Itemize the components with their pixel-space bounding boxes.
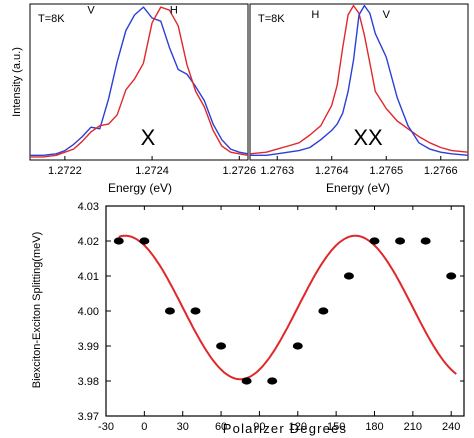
splitting-data-point: [241, 377, 252, 385]
splitting-x-tick-label: 30: [177, 421, 189, 433]
biexciton-x-ticks: 1.2763 1.2764 1.2765 1.2766: [260, 156, 458, 177]
splitting-x-tick-label: 150: [327, 421, 345, 433]
splitting-data-point: [343, 272, 354, 280]
exciton-series-v-line: [30, 6, 249, 157]
splitting-x-tick-label: 240: [442, 421, 460, 433]
splitting-x-tick-label: 120: [289, 421, 307, 433]
splitting-x-axis-title: Polarizer Degrees: [223, 421, 347, 436]
splitting-data-point: [446, 272, 457, 280]
exciton-spectrum-panel: T=8K X Energy (eV) Intensity (a.u.) 1.27…: [11, 3, 256, 195]
splitting-y-tick-label: 4.00: [78, 306, 99, 318]
biexciton-x-tick-label: 1.2766: [424, 165, 458, 177]
splitting-data-point: [318, 307, 329, 315]
splitting-data-point: [369, 237, 380, 245]
biexciton-panel-frame: [249, 3, 469, 161]
splitting-y-tick-label: 4.01: [78, 271, 99, 283]
exciton-center-label: X: [141, 125, 156, 150]
splitting-data-point: [190, 307, 201, 315]
splitting-data-point: [395, 237, 406, 245]
splitting-x-tick-label: 180: [365, 421, 383, 433]
biexciton-series-h-label: H: [311, 9, 319, 21]
biexciton-series-v-line: [250, 4, 469, 157]
splitting-x-tick-label: 210: [404, 421, 422, 433]
splitting-panel-frame: [105, 205, 465, 417]
exciton-series-h-label: H: [170, 4, 178, 16]
splitting-fit-curve: [118, 234, 457, 381]
exciton-x-tick-label: 1.2726: [222, 165, 256, 177]
splitting-data-points: [113, 237, 457, 385]
splitting-y-tick-label: 3.98: [78, 376, 99, 388]
splitting-axis-ticks: -30 0 30 60 90 120 150 180 210 240 3.97 3.98 3.99 4.0…: [78, 201, 464, 433]
splitting-x-tick-label: 60: [215, 421, 227, 433]
splitting-x-tick-label: -30: [98, 421, 114, 433]
splitting-sine-fit: [118, 234, 457, 381]
exciton-x-ticks: 1.2722 1.2724 1.2726: [48, 156, 256, 177]
splitting-y-tick-label: 4.02: [78, 236, 99, 248]
biexciton-x-tick-label: 1.2765: [369, 165, 403, 177]
biexciton-series-v-label: V: [383, 9, 391, 21]
biexciton-spectrum-panel: T=8K XX Energy (eV) 1.2763 1.2764 1.2765 1.…: [249, 3, 469, 195]
exciton-series-v-label: V: [87, 4, 95, 16]
biexciton-series-h-line: [249, 4, 469, 155]
biexciton-x-tick-label: 1.2763: [260, 165, 294, 177]
splitting-y-tick-label: 3.99: [78, 341, 99, 353]
splitting-data-point: [164, 307, 175, 315]
exciton-x-axis-title: Energy (eV): [108, 181, 172, 195]
splitting-y-axis-title: Biexciton-Exciton Splitting(meV): [31, 232, 43, 389]
exciton-x-tick-label: 1.2722: [48, 165, 82, 177]
biexciton-temperature-label: T=8K: [258, 13, 285, 25]
exciton-y-axis-title: Intensity (a.u.): [11, 47, 23, 117]
splitting-x-tick-label: 0: [141, 421, 147, 433]
splitting-x-tick-label: 90: [253, 421, 265, 433]
splitting-data-point: [267, 377, 278, 385]
splitting-data-point: [113, 237, 124, 245]
exciton-series-h-line: [30, 6, 249, 158]
exciton-temperature-label: T=8K: [38, 13, 65, 25]
splitting-y-tick-label: 4.03: [78, 201, 99, 213]
splitting-data-point: [420, 237, 431, 245]
splitting-y-tick-label: 3.97: [78, 411, 99, 423]
exciton-x-tick-label: 1.2724: [135, 165, 169, 177]
biexciton-center-label: XX: [353, 125, 383, 150]
splitting-data-point: [292, 342, 303, 350]
biexciton-x-axis-title: Energy (eV): [326, 181, 390, 195]
splitting-data-point: [139, 237, 150, 245]
splitting-data-point: [216, 342, 227, 350]
biexciton-x-tick-label: 1.2764: [315, 165, 349, 177]
splitting-vs-polarizer-panel: -30 0 30 60 90 120 150 180 210 240 3.97 3.98 3.99 4.0…: [31, 201, 465, 436]
exciton-panel-frame: [29, 3, 249, 161]
